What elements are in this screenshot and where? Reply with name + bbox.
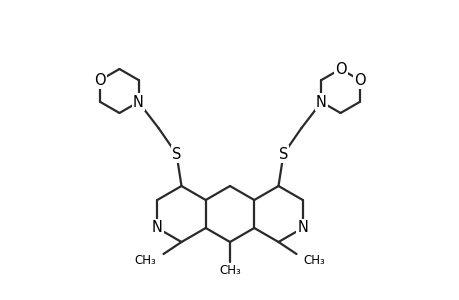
Text: N: N bbox=[133, 94, 144, 110]
Text: S: S bbox=[172, 146, 181, 161]
Text: O: O bbox=[353, 73, 364, 88]
Text: S: S bbox=[278, 146, 287, 161]
Text: N: N bbox=[151, 220, 162, 236]
Text: O: O bbox=[95, 73, 106, 88]
Text: O: O bbox=[334, 61, 346, 76]
Text: CH₃: CH₃ bbox=[134, 254, 156, 266]
Text: CH₃: CH₃ bbox=[218, 265, 241, 278]
Text: N: N bbox=[151, 220, 162, 236]
Text: N: N bbox=[315, 94, 326, 110]
Text: N: N bbox=[297, 220, 308, 236]
Text: CH₃: CH₃ bbox=[303, 254, 325, 266]
Text: N: N bbox=[133, 94, 144, 110]
Text: N: N bbox=[297, 220, 308, 236]
Text: N: N bbox=[315, 94, 326, 110]
